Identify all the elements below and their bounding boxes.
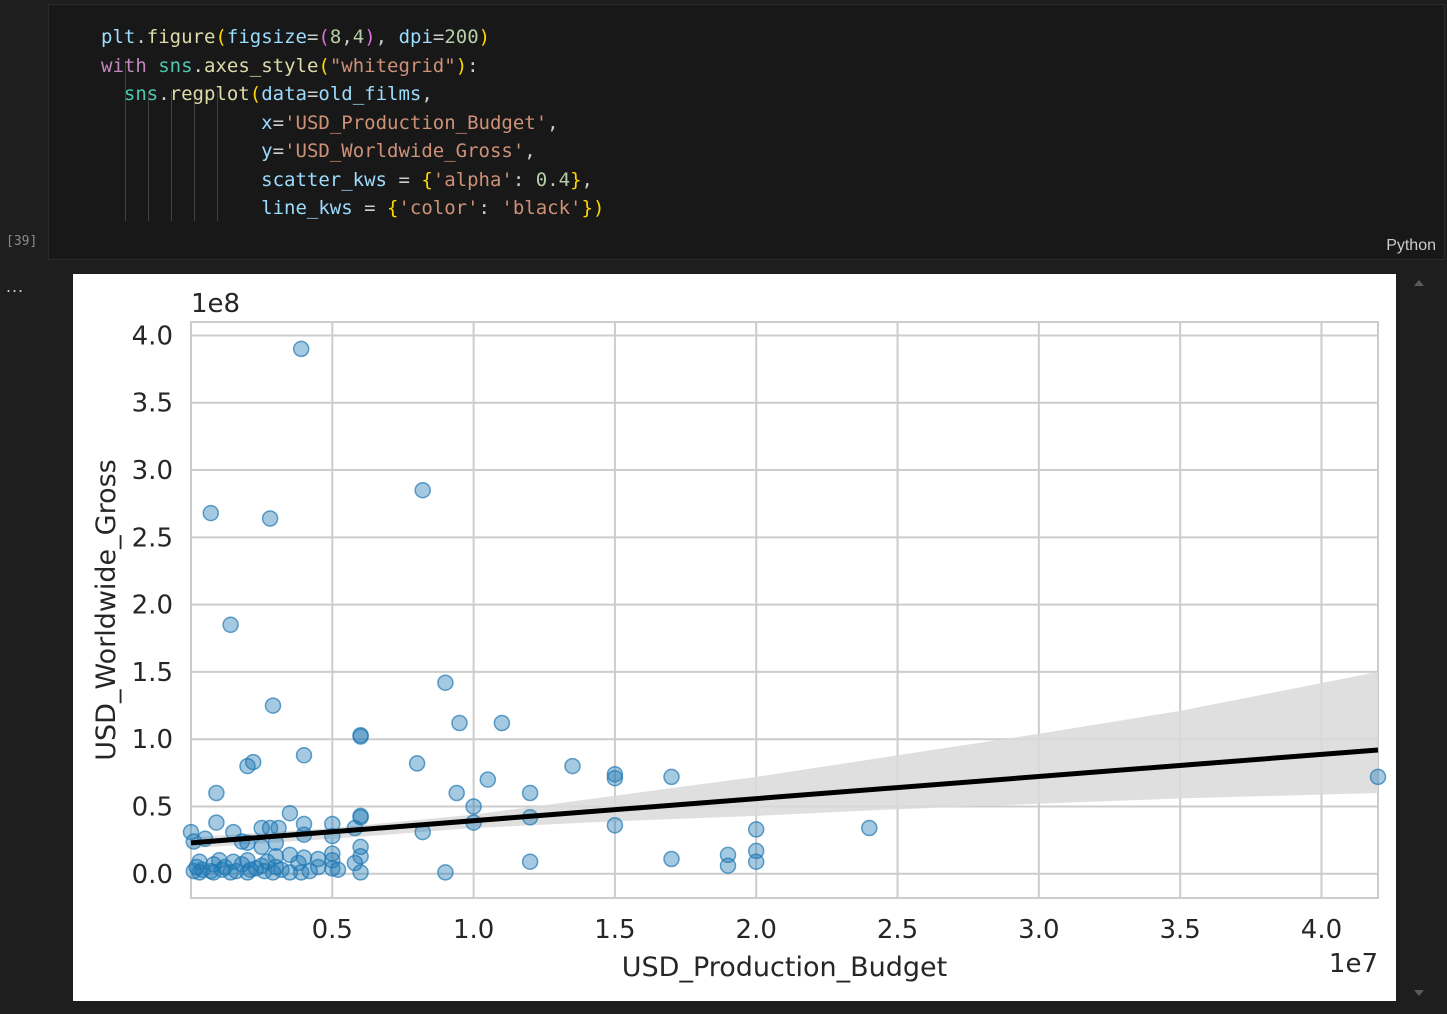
scatter-point	[253, 838, 270, 856]
x-tick-label: 0.5	[312, 915, 353, 945]
y-offset-label: 1e8	[191, 289, 240, 319]
plot-frame	[190, 321, 1379, 899]
scatter-point	[564, 757, 581, 775]
scatter-point	[408, 755, 426, 772]
scatter-point	[292, 340, 310, 358]
regression-line	[190, 747, 1379, 846]
scatter-point	[301, 862, 318, 880]
y-tick-label: 0.0	[132, 860, 173, 890]
scatter-point	[309, 858, 327, 876]
scatter-point	[191, 864, 208, 881]
y-tick-label: 0.5	[132, 792, 173, 822]
x-tick-label: 3.0	[1018, 915, 1059, 945]
indent-guide	[217, 91, 218, 221]
scatter-point	[451, 714, 468, 732]
confidence-band	[191, 671, 1378, 849]
scatter-point	[185, 862, 203, 880]
scatter-point	[208, 814, 225, 831]
scatter-point	[346, 854, 364, 872]
y-axis-label: USD_Worldwide_Gross	[91, 459, 122, 760]
code-cell[interactable]: plt.figure(figsize=(8,4), dpi=200) with …	[48, 4, 1445, 260]
scatter-point	[479, 771, 497, 788]
y-tick-label: 2.5	[132, 523, 173, 553]
scatter-point	[281, 864, 299, 881]
scatter-point	[606, 765, 624, 783]
y-tick-label: 3.0	[132, 456, 173, 486]
scatter-point	[1369, 768, 1387, 786]
scroll-up-icon[interactable]	[1414, 280, 1424, 286]
x-tick-label: 1.5	[594, 915, 635, 945]
y-tick-label: 4.0	[132, 321, 173, 351]
x-tick-label: 4.0	[1301, 915, 1342, 945]
scatter-point	[521, 853, 539, 870]
scatter-point	[352, 728, 369, 745]
indent-guide	[194, 91, 195, 221]
scatter-point	[437, 674, 454, 691]
scatter-point	[521, 784, 539, 802]
x-axis-label: USD_Production_Budget	[622, 952, 947, 983]
scatter-point	[747, 853, 765, 870]
indent-guide	[125, 61, 126, 221]
scatter-point	[606, 769, 624, 787]
x-tick-label: 2.5	[877, 915, 918, 945]
scatter-point	[239, 864, 256, 881]
regression-chart: 0.5 1.0 1.5 2.0 2.5 3.0 3.5 4.0 0.0 0.5 1.0 1.5 2.0 2…	[91, 289, 1387, 983]
scatter-point	[324, 860, 341, 877]
y-tick-label: 2.0	[132, 591, 173, 621]
scatter-point	[264, 864, 282, 881]
output-more-icon[interactable]: ...	[6, 276, 25, 296]
scatter-point	[861, 819, 878, 837]
code-editor[interactable]: plt.figure(figsize=(8,4), dpi=200) with …	[101, 26, 605, 219]
scatter-point	[663, 850, 680, 868]
x-tick-label: 3.5	[1159, 915, 1200, 945]
x-tick-label: 1.0	[453, 915, 494, 945]
scroll-down-icon[interactable]	[1414, 990, 1424, 996]
y-tick-label: 3.5	[132, 389, 173, 419]
scatter-point	[281, 804, 299, 822]
scatter-point	[663, 768, 680, 786]
scatter-point	[222, 864, 239, 881]
y-tick-label: 1.0	[132, 725, 173, 755]
scatter-point	[414, 481, 431, 499]
execution-count: [39]	[6, 234, 38, 249]
scatter-point	[465, 798, 482, 815]
y-tick-label: 1.5	[132, 658, 173, 688]
scatter-point	[239, 757, 256, 775]
indent-guide	[148, 91, 149, 221]
scatter-point	[493, 714, 511, 732]
scatter-point	[329, 861, 347, 878]
scatter-point	[202, 504, 220, 522]
scatter-point	[606, 817, 624, 834]
scatter-point	[352, 864, 369, 881]
scatter-point	[448, 784, 465, 802]
scatter-point	[747, 821, 765, 838]
language-label[interactable]: Python	[1386, 237, 1436, 254]
scatter-point	[719, 857, 737, 874]
scatter-point	[222, 616, 239, 634]
plot-output: 0.5 1.0 1.5 2.0 2.5 3.0 3.5 4.0 0.0 0.5 1.0 1.5 2.0 2…	[73, 274, 1396, 1001]
scatter-point	[208, 784, 225, 802]
indent-guide	[171, 91, 172, 221]
scatter-point	[182, 823, 200, 841]
scatter-point	[205, 864, 222, 881]
scatter-point	[264, 697, 282, 714]
scatter-point	[261, 510, 279, 527]
scatter-point	[295, 747, 313, 764]
x-offset-label: 1e7	[1329, 949, 1378, 979]
scatter-point	[242, 861, 259, 878]
scatter-point	[437, 864, 454, 881]
x-tick-label: 2.0	[736, 915, 777, 945]
